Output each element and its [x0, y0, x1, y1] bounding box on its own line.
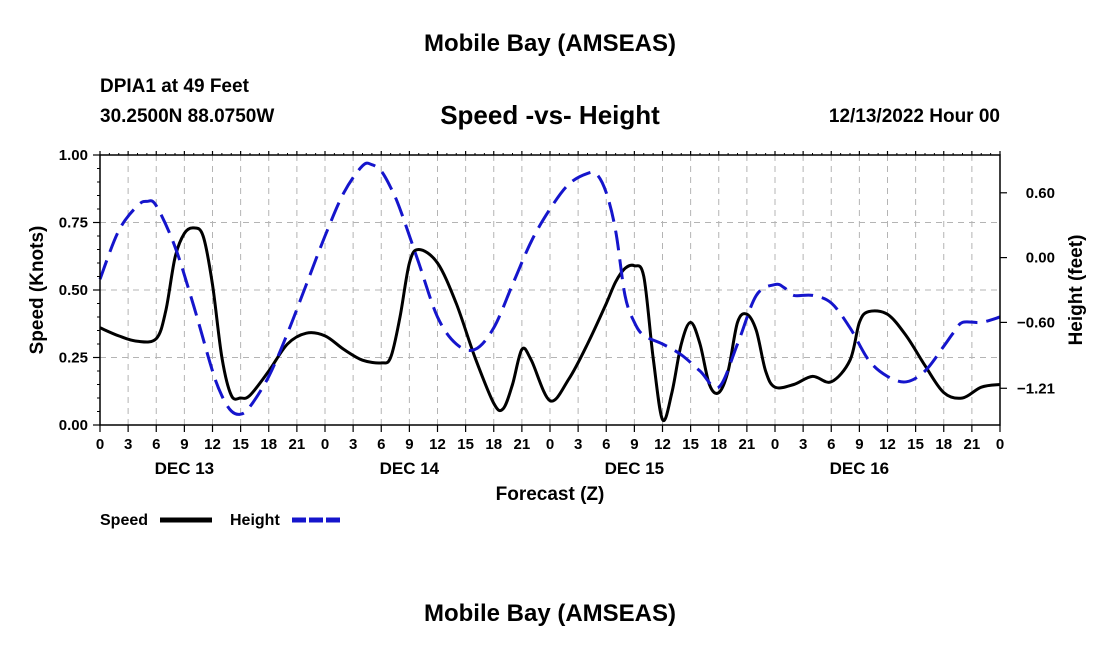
x-tick-label: 21 [289, 436, 306, 453]
coordinates-label: 30.2500N 88.0750W [100, 106, 275, 127]
x-tick-label: 21 [964, 436, 981, 453]
day-label: DEC 16 [830, 459, 890, 478]
day-label: DEC 15 [605, 459, 665, 478]
x-tick-label: 12 [654, 436, 671, 453]
legend: Speed Height [100, 512, 342, 529]
x-tick-label: 15 [907, 436, 924, 453]
x-tick-label: 18 [485, 436, 502, 453]
series-layer [98, 161, 1001, 423]
x-tick-label: 3 [574, 436, 582, 453]
x-tick-label: 18 [260, 436, 277, 453]
x-tick-label: 6 [377, 436, 385, 453]
x-tick-label: 12 [429, 436, 446, 453]
x-tick-label: 18 [710, 436, 727, 453]
chart-main-title: Mobile Bay (AMSEAS) [423, 30, 677, 57]
x-tick-label: 12 [879, 436, 896, 453]
y-axis-left-label: Speed (Knots) [27, 226, 48, 355]
y-axis-right-label: Height (feet) [1066, 235, 1087, 346]
x-tick-label: 12 [204, 436, 221, 453]
y-right-tick-label: −0.60 [1017, 314, 1055, 331]
day-label: DEC 14 [380, 459, 440, 478]
series-line-height [98, 161, 1001, 416]
x-tick-label: 0 [546, 436, 554, 453]
legend-label-speed: Speed [100, 512, 148, 529]
x-tick-label: 9 [630, 436, 638, 453]
x-tick-label: 3 [799, 436, 807, 453]
x-tick-label: 0 [321, 436, 329, 453]
y-left-tick-label: 0.25 [59, 350, 88, 367]
y-left-tick-label: 0.75 [59, 215, 88, 232]
x-axis-label: Forecast (Z) [496, 484, 605, 505]
x-tick-label: 9 [180, 436, 188, 453]
grid [100, 155, 1000, 425]
y-right-tick-label: 0.00 [1026, 250, 1055, 267]
x-tick-label: 9 [405, 436, 413, 453]
x-tick-label: 0 [96, 436, 104, 453]
x-tick-label: 6 [152, 436, 160, 453]
x-tick-label: 15 [457, 436, 474, 453]
station-label: DPIA1 at 49 Feet [100, 76, 249, 97]
x-tick-label: 0 [996, 436, 1004, 453]
chart-subtitle: Speed -vs- Height [440, 100, 660, 130]
x-tick-label: 15 [682, 436, 699, 453]
chart-repeat-title: Mobile Bay (AMSEAS) [423, 600, 677, 627]
series-line-speed [99, 226, 1001, 423]
x-tick-label: 6 [827, 436, 835, 453]
y-left-tick-label: 1.00 [59, 147, 88, 164]
y-right-tick-label: 0.60 [1026, 185, 1055, 202]
x-tick-label: 0 [771, 436, 779, 453]
y-right-tick-label: −1.21 [1017, 380, 1055, 397]
x-tick-label: 21 [739, 436, 756, 453]
x-tick-label: 21 [514, 436, 531, 453]
x-tick-label: 18 [935, 436, 952, 453]
x-tick-label: 3 [124, 436, 132, 453]
x-tick-label: 6 [602, 436, 610, 453]
axes: 0 3 6 9 12 15 18 21 0 3 6 9 12 15 18 21 0 3 6 9 12 15 18 21 0 3 6 9… [59, 147, 1055, 478]
y-left-tick-label: 0.00 [59, 417, 88, 434]
x-tick-label: 15 [232, 436, 249, 453]
day-label: DEC 13 [155, 459, 215, 478]
legend-label-height: Height [230, 512, 280, 529]
x-tick-label: 3 [349, 436, 357, 453]
y-left-tick-label: 0.50 [59, 282, 88, 299]
forecast-datetime: 12/13/2022 Hour 00 [828, 106, 1000, 127]
x-tick-label: 9 [855, 436, 863, 453]
